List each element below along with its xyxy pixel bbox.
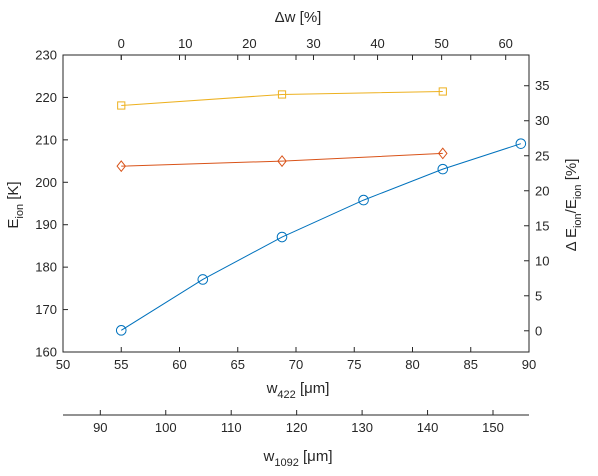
top-tick-label: 40 (370, 36, 384, 51)
bottom-tick-label: 85 (464, 357, 478, 372)
right-tick-label: 0 (535, 323, 542, 338)
right-tick-label: 10 (535, 253, 549, 268)
series-2-point (116, 160, 127, 173)
bottom-tick-label: 80 (405, 357, 419, 372)
bottom-tick-label: 75 (347, 357, 361, 372)
bottom-axis-label-sub: 422 (277, 389, 295, 401)
top-axis-label: Δw [%] (275, 9, 322, 26)
plot-frame (62, 54, 530, 353)
right-axis-label-part-5: [%] (563, 159, 580, 185)
series-3-point (277, 90, 287, 99)
bottom-axis-label-unit: [μm] (296, 380, 330, 397)
right-tick-label: 15 (535, 218, 549, 233)
left-axis-label-main: E (5, 219, 22, 229)
left-tick-label: 200 (35, 175, 57, 190)
left-tick-label: 230 (35, 48, 57, 63)
right-tick-label: 30 (535, 113, 549, 128)
left-tick-label: 210 (35, 132, 57, 147)
top-tick-label: 60 (498, 36, 512, 51)
bottom-tick-label: 60 (172, 357, 186, 372)
bottom-tick-label: 55 (114, 357, 128, 372)
series-1-point (197, 274, 209, 285)
right-axis-label-part-3: /E (563, 199, 580, 213)
secondary-tick-label: 140 (417, 420, 439, 435)
secondary-tick-label: 120 (286, 420, 308, 435)
right-axis-label-part-1: Δ E (563, 228, 580, 251)
top-tick-label: 20 (242, 36, 256, 51)
series-1-point (358, 194, 369, 206)
series-1-point (437, 163, 449, 175)
chart-axis-labels: Δw [%] w422 [μm] w1092 [μm] Eion [K] Δ E… (5, 9, 584, 469)
right-tick-label: 35 (535, 78, 549, 93)
secondary-tick-label: 130 (351, 420, 373, 435)
top-tick-label: 0 (118, 36, 125, 51)
secondary-tick-label: 100 (155, 420, 177, 435)
top-tick-label: 30 (306, 36, 320, 51)
right-tick-label: 20 (535, 183, 549, 198)
right-axis-label-part-2: ion (572, 213, 584, 228)
right-axis-label: Δ Eion/Eion [%] (563, 159, 584, 252)
left-tick-label: 190 (35, 217, 57, 232)
chart-axes: 50 55 60 65 70 75 80 85 900 10 20 30 40 50 60160170180… (35, 36, 549, 435)
secondary-tick-label: 150 (482, 420, 504, 435)
series-1-point (515, 138, 527, 149)
secondary-axis-label-unit: [μm] (299, 448, 333, 465)
secondary-tick-label: 90 (93, 420, 107, 435)
left-tick-label: 180 (35, 260, 57, 275)
series-2-line (121, 152, 443, 167)
bottom-tick-label: 70 (289, 357, 303, 372)
left-axis-label-unit: [K] (5, 181, 22, 204)
right-tick-label: 5 (535, 288, 542, 303)
series-2-point (277, 155, 287, 168)
series-1-line (120, 143, 522, 331)
secondary-tick-label: 110 (221, 420, 242, 435)
left-tick-label: 170 (35, 302, 57, 317)
series-3-point (438, 87, 447, 96)
series-3-line (121, 90, 443, 106)
chart-marks (115, 87, 527, 336)
right-axis-label-part-4: ion (572, 184, 584, 199)
right-tick-label: 25 (535, 148, 549, 163)
series-3-point (117, 101, 126, 110)
secondary-axis-label-main: w (263, 448, 275, 465)
top-tick-label: 10 (178, 36, 192, 51)
bottom-axis-label-main: w (266, 380, 278, 397)
bottom-tick-label: 50 (56, 357, 70, 372)
left-axis-label-sub: ion (14, 204, 26, 219)
left-tick-label: 160 (35, 345, 57, 360)
left-axis-label: Eion [K] (5, 181, 26, 228)
secondary-bottom-axis-label: w1092 [μm] (263, 448, 333, 469)
bottom-tick-label: 65 (231, 357, 245, 372)
secondary-axis-label-sub: 1092 (274, 457, 298, 469)
left-tick-label: 220 (35, 90, 57, 105)
bottom-axis-label: w422 [μm] (266, 380, 330, 401)
series-1-point (115, 325, 127, 336)
bottom-tick-label: 90 (522, 357, 536, 372)
series-1-point (276, 231, 288, 243)
top-tick-label: 50 (434, 36, 448, 51)
series-2-point (437, 147, 448, 160)
